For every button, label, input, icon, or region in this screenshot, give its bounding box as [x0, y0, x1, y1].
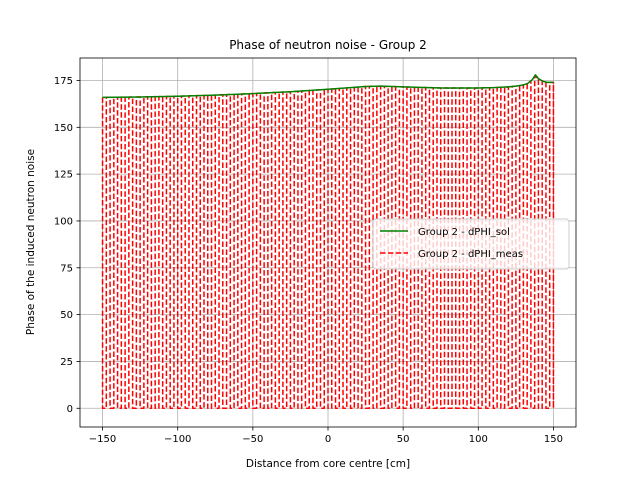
x-tick-label: 100: [469, 434, 488, 445]
y-tick-label: 0: [67, 404, 73, 415]
y-tick-label: 150: [54, 123, 73, 134]
x-tick-label: 50: [397, 434, 410, 445]
x-tick-label: −100: [164, 434, 191, 445]
y-tick-label: 50: [60, 310, 73, 321]
y-tick-label: 125: [54, 170, 73, 181]
series-layer: [101, 74, 555, 410]
legend-box: [372, 218, 570, 270]
legend-label-meas: Group 2 - dPHI_meas: [418, 249, 523, 260]
chart-title: Phase of neutron noise - Group 2: [229, 38, 427, 52]
y-tick-label: 175: [54, 76, 73, 87]
y-axis-label: Phase of the induced neutron noise: [25, 149, 37, 335]
x-tick-label: −50: [242, 434, 263, 445]
x-axis-label: Distance from core centre [cm]: [246, 458, 410, 470]
y-tick-label: 25: [60, 357, 73, 368]
ticks: −150 −100 −50 0 50 100 150 0 25 50 75 100 125 150 175: [54, 76, 563, 445]
series-line-dphi-sol: [102, 74, 554, 99]
x-tick-label: −150: [89, 434, 116, 445]
x-tick-label: 0: [325, 434, 331, 445]
x-tick-label: 150: [544, 434, 563, 445]
y-tick-label: 100: [54, 216, 73, 227]
y-tick-label: 75: [60, 263, 73, 274]
legend-label-sol: Group 2 - dPHI_sol: [418, 227, 510, 238]
series-line-dphi-meas: [101, 75, 555, 410]
legend: Group 2 - dPHI_sol Group 2 - dPHI_meas: [372, 218, 570, 270]
